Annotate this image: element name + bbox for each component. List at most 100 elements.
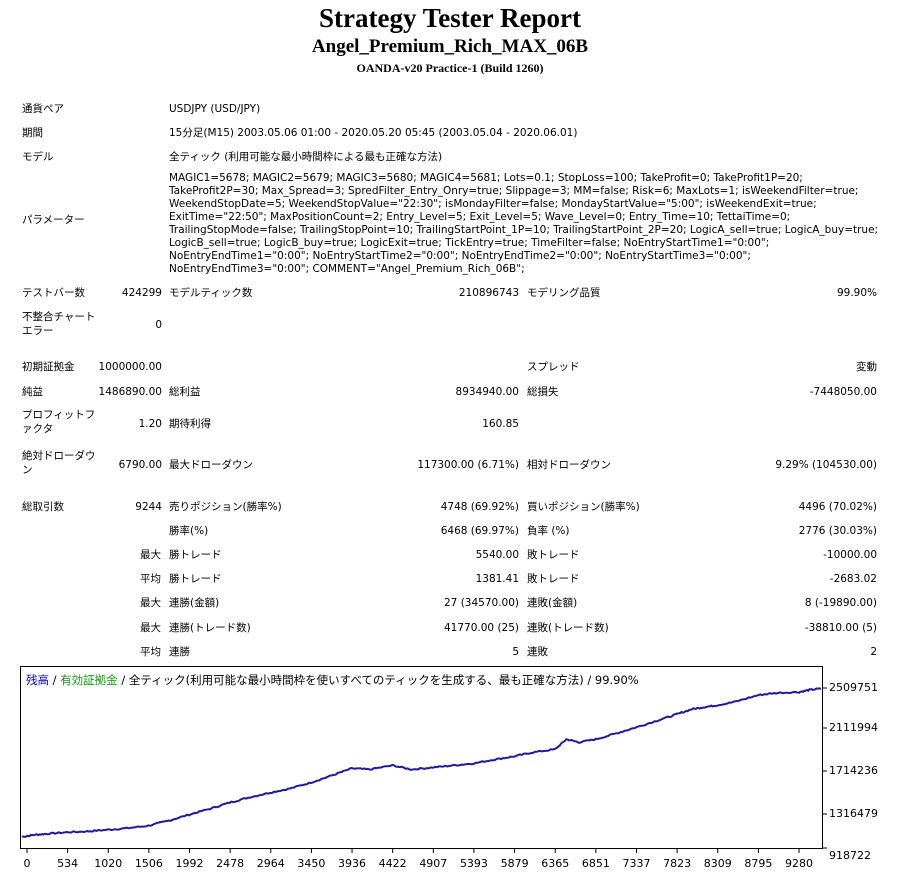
y-tick-label: 2509751	[829, 681, 878, 694]
x-tick-label: 534	[57, 857, 79, 870]
x-tick-label: 3450	[297, 857, 326, 870]
legend-balance: 残高	[26, 673, 49, 687]
y-tick-label: 2111994	[829, 721, 878, 734]
avg-loss-value: -2683.02	[829, 573, 877, 585]
total-trades-value: 9244	[135, 501, 162, 513]
quality-value: 99.90%	[836, 287, 877, 299]
net-profit-value: 1486890.00	[98, 386, 162, 398]
x-tick-label: 6365	[541, 857, 570, 870]
cons-wins-label: 連勝(金額)	[169, 597, 220, 609]
quality-label: モデリング品質	[527, 287, 601, 299]
short-positions-label: 売りポジション(勝率%)	[169, 501, 282, 513]
abs-drawdown-label: 絶対ドローダウン	[22, 450, 96, 476]
legend-model: 全ティック(利用可能な最小時間枠を使いすべてのティックを生成する、最も正確な方法…	[128, 673, 639, 687]
ticks-value: 210896743	[458, 287, 519, 299]
cons-loss-value: -38810.00 (5)	[804, 622, 877, 634]
short-positions-value: 4748 (69.92%)	[440, 501, 519, 513]
cons-wins-value: 27 (34570.00)	[444, 597, 519, 609]
spread-value: 変動	[856, 361, 877, 373]
x-tick-label: 7823	[663, 857, 692, 870]
rel-drawdown-value: 9.29% (104530.00)	[775, 459, 877, 471]
max-word: 最大	[140, 597, 161, 609]
max-win-label: 勝トレード	[169, 549, 222, 561]
gross-profit-value: 8934940.00	[455, 386, 519, 398]
period-label: 期間	[22, 127, 43, 139]
long-positions-value: 4496 (70.02%)	[798, 501, 877, 513]
x-tick-label: 0	[23, 857, 31, 870]
params-value: MAGIC1=5678; MAGIC2=5679; MAGIC3=5680; M…	[169, 172, 879, 275]
balance-series-line	[21, 687, 822, 838]
deposit-value: 1000000.00	[98, 361, 162, 373]
max-drawdown-value: 117300.00 (6.71%)	[417, 459, 519, 471]
x-tick-label: 5879	[500, 857, 529, 870]
net-profit-label: 純益	[22, 386, 43, 398]
x-tick-label: 1992	[175, 857, 204, 870]
bars-label: テストバー数	[22, 287, 85, 299]
avg-cons-wins-value: 5	[512, 646, 519, 658]
x-tick-label: 7337	[622, 857, 651, 870]
profit-factor-value: 1.20	[138, 418, 162, 430]
avg-loss-label: 敗トレード	[527, 573, 580, 585]
gross-loss-value: -7448050.00	[809, 386, 877, 398]
x-tick-label: 4907	[419, 857, 448, 870]
legend-separator: /	[117, 673, 129, 687]
x-tick-label: 8309	[703, 857, 732, 870]
cons-loss-label: 連敗(トレード数)	[527, 622, 609, 634]
x-tick-label: 3936	[338, 857, 367, 870]
avg-word: 平均	[140, 646, 161, 658]
win-rate-label: 勝率(%)	[169, 525, 209, 537]
avg-cons-losses-value: 2	[870, 646, 877, 658]
long-positions-label: 買いポジション(勝率%)	[527, 501, 640, 513]
deposit-label: 初期証拠金	[22, 361, 75, 373]
cons-losses-value: 8 (-19890.00)	[804, 597, 877, 609]
profit-factor-label: プロフィットファクタ	[22, 409, 96, 435]
avg-word: 平均	[140, 573, 161, 585]
total-trades-label: 総取引数	[22, 501, 64, 513]
period-value: 15分足(M15) 2003.05.06 01:00 - 2020.05.20 …	[169, 127, 578, 139]
avg-win-label: 勝トレード	[169, 573, 222, 585]
loss-rate-value: 2776 (30.03%)	[798, 525, 877, 537]
max-drawdown-label: 最大ドローダウン	[169, 459, 253, 471]
avg-cons-losses-label: 連敗	[527, 646, 548, 658]
x-tick-label: 2964	[256, 857, 285, 870]
gross-profit-label: 総利益	[169, 386, 201, 398]
x-tick-label: 8795	[744, 857, 773, 870]
gross-loss-label: 総損失	[527, 386, 559, 398]
rel-drawdown-label: 相対ドローダウン	[527, 459, 611, 471]
y-tick-label: 1714236	[829, 764, 878, 777]
spread-label: スプレッド	[527, 361, 580, 373]
server-info: OANDA-v20 Practice-1 (Build 1260)	[356, 61, 544, 75]
report-title: Strategy Tester Report	[319, 3, 581, 33]
x-tick-label: 1020	[94, 857, 123, 870]
params-label: パラメーター	[22, 214, 85, 226]
ea-name: Angel_Premium_Rich_MAX_06B	[311, 36, 589, 57]
loss-rate-label: 負率 (%)	[527, 525, 570, 537]
x-tick-label: 5393	[459, 857, 488, 870]
mismatch-value: 0	[155, 319, 162, 331]
model-label: モデル	[22, 151, 54, 163]
max-word: 最大	[140, 622, 161, 634]
x-tick-label: 4422	[378, 857, 407, 870]
expected-payoff-label: 期待利得	[169, 418, 211, 430]
cons-losses-label: 連敗(金額)	[527, 597, 578, 609]
y-tick-label: 1316479	[829, 807, 878, 820]
y-tick-label: 918722	[829, 849, 871, 862]
avg-cons-wins-label: 連勝	[169, 646, 190, 658]
ticks-label: モデルティック数	[169, 287, 253, 299]
max-loss-label: 敗トレード	[527, 549, 580, 561]
avg-win-value: 1381.41	[475, 573, 519, 585]
mismatch-label: 不整合チャートエラー	[22, 311, 96, 337]
symbol-value: USDJPY (USD/JPY)	[169, 103, 261, 115]
x-tick-label: 6851	[581, 857, 610, 870]
expected-payoff-value: 160.85	[482, 418, 519, 430]
balance-chart-frame	[20, 666, 823, 849]
abs-drawdown-value: 6790.00	[118, 459, 162, 471]
cons-profit-label: 連勝(トレード数)	[169, 622, 251, 634]
model-value: 全ティック (利用可能な最小時間枠による最も正確な方法)	[169, 151, 443, 163]
x-tick-label: 9280	[785, 857, 813, 870]
max-win-value: 5540.00	[475, 549, 519, 561]
x-tick-label: 2478	[216, 857, 245, 870]
legend-separator: /	[49, 673, 61, 687]
cons-profit-value: 41770.00 (25)	[444, 622, 519, 634]
